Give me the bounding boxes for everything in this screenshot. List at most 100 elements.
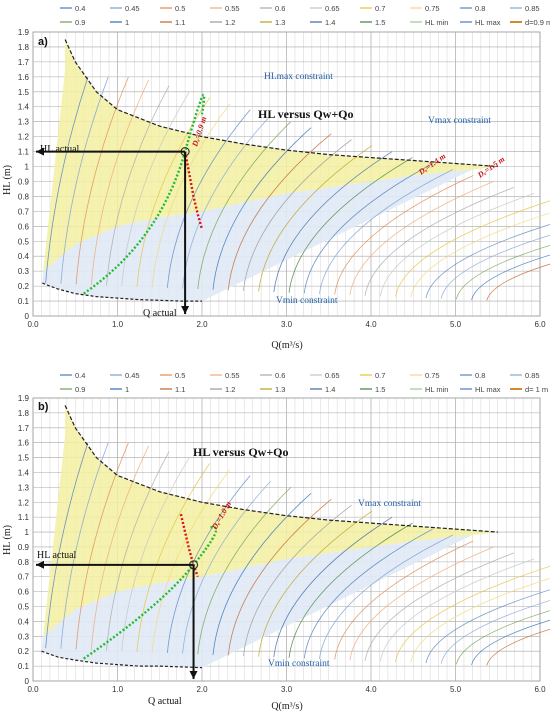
x-axis-label: Q(m³/s) — [271, 701, 302, 712]
y-tick-label: 0.5 — [18, 237, 30, 246]
y-tick-label: 1.6 — [18, 439, 30, 448]
y-tick-label: 1.4 — [18, 468, 30, 477]
diameter-curve — [121, 457, 190, 652]
qw-qo-curve — [83, 525, 218, 660]
y-tick-label: 1.5 — [18, 88, 30, 97]
y-tick-label: 1.9 — [18, 394, 30, 403]
legend-label: 0.65 — [325, 371, 340, 380]
y-tick-label: 1.4 — [18, 103, 30, 112]
legend-label: 0.85 — [525, 4, 540, 13]
series-line — [42, 282, 202, 302]
y-tick-label: 0.1 — [18, 662, 30, 671]
x-tick-label: 4.0 — [365, 320, 377, 329]
series — [36, 405, 498, 679]
diameter-curve — [75, 76, 129, 285]
legend-label: 0.4 — [75, 371, 85, 380]
legend-label: 1.5 — [375, 385, 385, 394]
legend-label: 0.9 — [75, 385, 85, 394]
x-tick-label: 1.0 — [112, 320, 124, 329]
diameter-curve — [166, 109, 251, 288]
diameter-curve — [395, 200, 550, 297]
vmax-label: Vmax constraint — [428, 116, 491, 126]
y-tick-label: 1.6 — [18, 73, 30, 82]
diameter-curve — [90, 79, 150, 285]
diameter-curve — [106, 451, 170, 651]
panel-label: a) — [38, 36, 48, 48]
diameter-curve — [455, 245, 550, 300]
y-tick-label: 1.5 — [18, 454, 30, 463]
legend-label: 0.75 — [425, 4, 440, 13]
legend-label: 1.4 — [325, 18, 335, 27]
y-tick-label: 0.2 — [18, 282, 30, 291]
x-tick-label: 4.0 — [365, 685, 377, 694]
diameter-curve — [303, 163, 433, 294]
diameter-curves — [45, 76, 550, 301]
diameter-curve — [182, 481, 271, 654]
x-tick-label: 5.0 — [450, 685, 462, 694]
vmax-label: Vmax constraint — [358, 499, 421, 509]
arrow-head — [181, 306, 190, 314]
x-tick-label: 1.0 — [112, 685, 124, 694]
panel-label: b) — [38, 401, 49, 413]
y-tick-label: 1.1 — [18, 513, 30, 522]
diameter-curve — [410, 212, 550, 298]
y-tick-label: 1.3 — [18, 118, 30, 127]
diameter-curve — [136, 463, 210, 652]
vmin-label: Vmin constraint — [268, 659, 330, 669]
panel-b: 0.4 0.45 0.5 0.55 0.6 0.65 0.7 0.75 0.8 0.85 0.9 1 1… — [2, 371, 550, 712]
diameter-curves — [45, 442, 550, 666]
legend-label: 0.75 — [425, 371, 440, 380]
series-line — [41, 650, 203, 669]
x-tick-label: 2.0 — [196, 685, 208, 694]
diameter-curve — [273, 516, 393, 658]
legend-label: HL min — [425, 385, 448, 394]
legend-label: 1.2 — [225, 18, 235, 27]
hlmax-label: HLmax constraint — [264, 72, 333, 82]
legend-label: 0.85 — [525, 371, 540, 380]
legend: 0.4 0.45 0.5 0.55 0.6 0.65 0.7 0.75 0.8 0.85 0.9 1 1… — [60, 4, 550, 27]
diameter-curve — [349, 181, 494, 296]
title-annotation: HL versus Qw+Qo — [193, 445, 289, 459]
y-tick-label: 0.7 — [18, 573, 30, 582]
y-tick-label: 0 — [25, 312, 30, 321]
hl-actual-label: HL actual — [40, 144, 80, 155]
diameter-curve — [319, 534, 454, 660]
legend-label: 0.45 — [125, 371, 140, 380]
feasible-region — [43, 39, 498, 272]
diameter-curve — [75, 442, 129, 650]
legend-label: 1 — [125, 18, 129, 27]
x-axis-label: Q(m³/s) — [271, 340, 302, 351]
y-tick-label: 0.8 — [18, 192, 30, 201]
legend-label: d=0.9 m — [525, 18, 550, 27]
y-tick-label: 0.9 — [18, 177, 30, 186]
arrow-head — [36, 147, 44, 156]
y-tick-label: 0.3 — [18, 632, 30, 641]
x-tick-label: 6.0 — [534, 685, 546, 694]
x-tick-label: 0.0 — [27, 320, 39, 329]
y-tick-label: 0.6 — [18, 588, 30, 597]
x-tick-label: 2.0 — [196, 320, 208, 329]
diameter-curve — [395, 565, 550, 663]
diameter-curve — [151, 469, 231, 653]
region-fills — [41, 405, 498, 668]
diameter-curve — [455, 610, 550, 665]
diameter-curve — [440, 234, 550, 299]
y-tick-label: 1.2 — [18, 498, 30, 507]
legend-label: 0.55 — [225, 4, 240, 13]
diameter-curve — [303, 528, 433, 659]
diameter-curve — [212, 127, 312, 290]
y-tick-label: 1.3 — [18, 483, 30, 492]
legend-label: 0.8 — [475, 4, 485, 13]
y-tick-label: 0.2 — [18, 647, 30, 656]
legend-label: HL max — [475, 18, 501, 27]
diameter-curve — [425, 224, 550, 299]
x-tick-label: 0.0 — [27, 685, 39, 694]
diameter-curve — [258, 510, 373, 657]
legend-label: 0.65 — [325, 4, 340, 13]
legend-label: 0.6 — [275, 4, 285, 13]
diameter-curve — [136, 97, 210, 287]
legend-label: 1.4 — [325, 385, 335, 394]
diameter-curve — [60, 442, 109, 649]
annotations: HL versus Qw+Qo HL actual Q actual Vmax … — [40, 72, 506, 319]
